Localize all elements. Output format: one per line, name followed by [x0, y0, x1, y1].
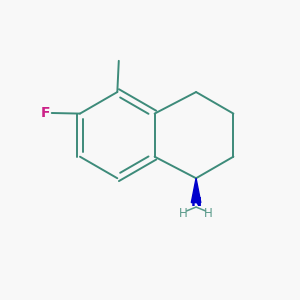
- Text: H: H: [179, 207, 188, 220]
- Text: N: N: [190, 196, 202, 208]
- Text: F: F: [40, 106, 50, 120]
- Text: H: H: [204, 207, 213, 220]
- Polygon shape: [191, 178, 201, 202]
